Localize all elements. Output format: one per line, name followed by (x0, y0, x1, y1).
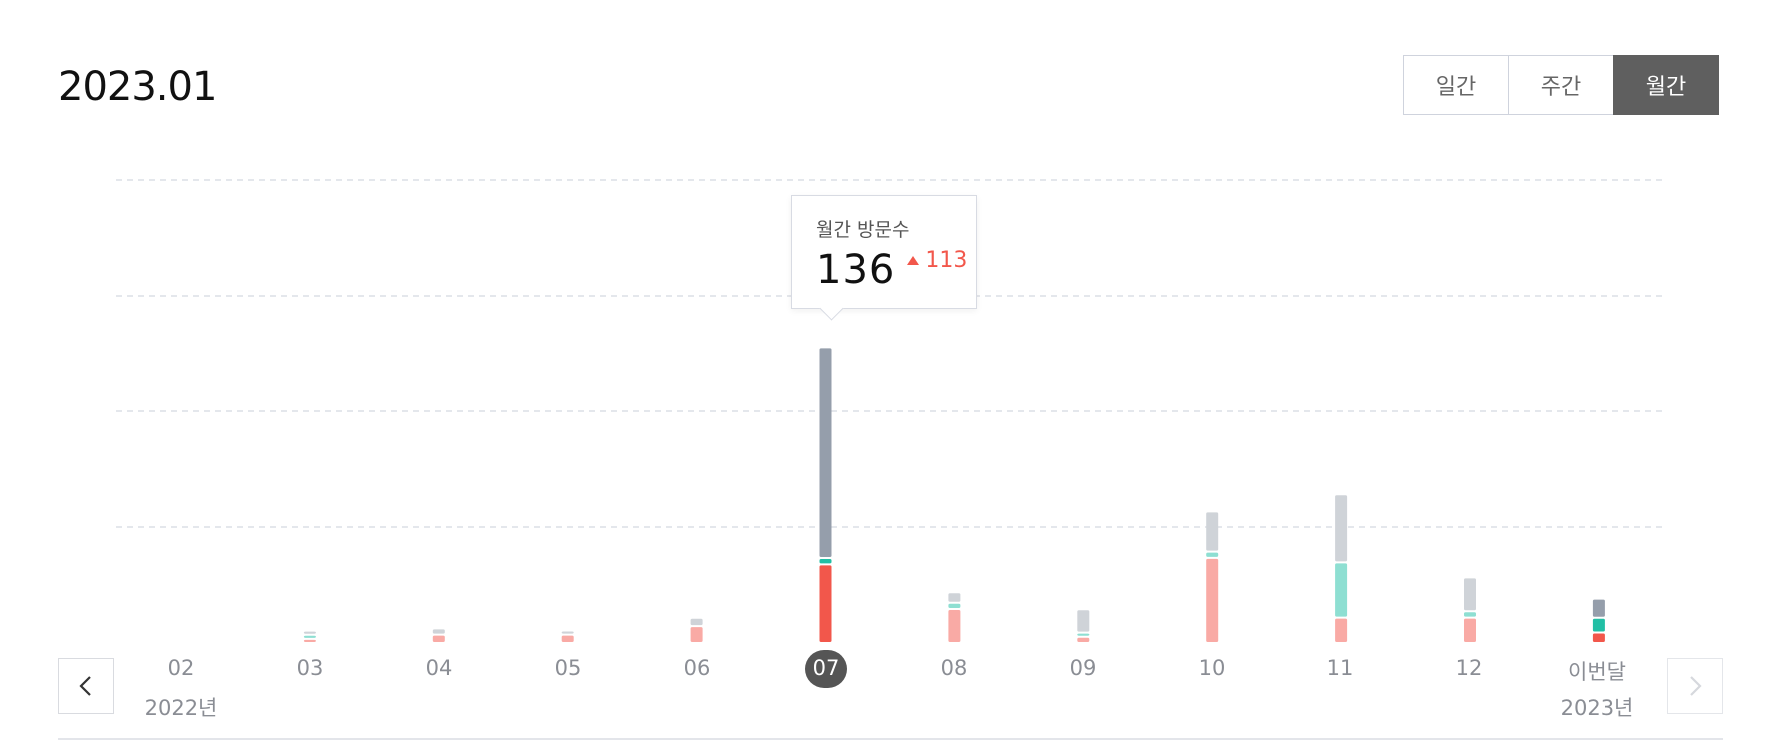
visits-bar-chart (116, 179, 1664, 642)
bar-segment-10-red[interactable] (1206, 558, 1219, 642)
bar-segment-11-red[interactable] (1335, 618, 1348, 642)
bar-segment-11-teal[interactable] (1335, 563, 1348, 617)
x-tick-label[interactable]: 03 (296, 656, 324, 680)
x-year-label-end: 2023년 (1560, 696, 1634, 720)
bar-segment-03-teal[interactable] (303, 635, 316, 638)
next-period-button[interactable] (1667, 658, 1723, 714)
bar-segment-08-gray[interactable] (948, 593, 961, 602)
bar-segment-07-red[interactable] (819, 565, 832, 642)
bar-segment-이번달-gray[interactable] (1592, 599, 1605, 617)
bar-segment-05-red[interactable] (561, 635, 574, 642)
bar-segment-07-teal[interactable] (819, 559, 832, 564)
bar-segment-12-red[interactable] (1464, 618, 1476, 642)
x-year-label-start: 2022년 (144, 696, 218, 720)
tab-daily[interactable]: 일간 (1403, 55, 1509, 115)
bar-segment-이번달-red[interactable] (1592, 633, 1605, 642)
bar-segment-08-red[interactable] (948, 610, 961, 642)
x-tick-label[interactable]: 08 (940, 656, 968, 680)
bar-segment-이번달-teal[interactable] (1592, 618, 1605, 632)
x-tick-label[interactable]: 02 (167, 656, 195, 680)
bar-segment-09-red[interactable] (1077, 637, 1090, 642)
bar-segment-11-gray[interactable] (1335, 495, 1348, 562)
bar-segment-04-gray[interactable] (432, 629, 445, 634)
bar-segment-06-red[interactable] (690, 627, 703, 642)
bar-segment-05-gray[interactable] (561, 631, 574, 634)
bar-segment-03-red[interactable] (303, 639, 316, 642)
bar-segment-12-gray[interactable] (1464, 578, 1476, 611)
bar-segment-12-teal[interactable] (1464, 612, 1476, 617)
x-tick-label-selected[interactable]: 07 (812, 656, 840, 680)
x-tick-label[interactable]: 10 (1198, 656, 1226, 680)
bar-segment-10-gray[interactable] (1206, 512, 1219, 551)
bar-segment-09-gray[interactable] (1077, 610, 1090, 632)
x-tick-label[interactable]: 09 (1069, 656, 1097, 680)
bar-segment-09-teal[interactable] (1077, 633, 1090, 636)
x-tick-label[interactable]: 05 (554, 656, 582, 680)
selected-month-indicator (805, 650, 847, 688)
tooltip-change: 113 (907, 248, 967, 273)
x-tick-label[interactable]: 06 (683, 656, 711, 680)
page-title: 2023.01 (58, 64, 217, 110)
chart-tooltip: 월간 방문수 136 113 (791, 195, 977, 309)
bar-segment-07-gray[interactable] (819, 348, 832, 558)
prev-period-button[interactable] (58, 658, 114, 714)
bar-segment-08-teal[interactable] (948, 603, 961, 609)
bar-segment-10-teal[interactable] (1206, 552, 1219, 557)
x-tick-label[interactable]: 04 (425, 656, 453, 680)
x-tick-label[interactable]: 이번달 (1568, 660, 1626, 684)
x-tick-label[interactable]: 11 (1326, 656, 1354, 680)
x-tick-label[interactable]: 12 (1455, 656, 1483, 680)
chart-bottom-divider (58, 738, 1723, 740)
bar-segment-04-red[interactable] (432, 635, 445, 642)
chevron-right-icon (1690, 676, 1702, 696)
tooltip-change-value: 113 (925, 248, 968, 273)
triangle-up-icon (907, 256, 920, 265)
tooltip-label: 월간 방문수 (816, 219, 910, 241)
tab-monthly[interactable]: 월간 (1613, 55, 1719, 115)
chevron-left-icon (79, 676, 91, 696)
period-toggle: 일간 주간 월간 (1403, 55, 1719, 115)
tooltip-value: 136 (816, 247, 896, 293)
bar-segment-03-gray[interactable] (303, 631, 316, 634)
bar-segment-06-gray[interactable] (690, 618, 703, 626)
